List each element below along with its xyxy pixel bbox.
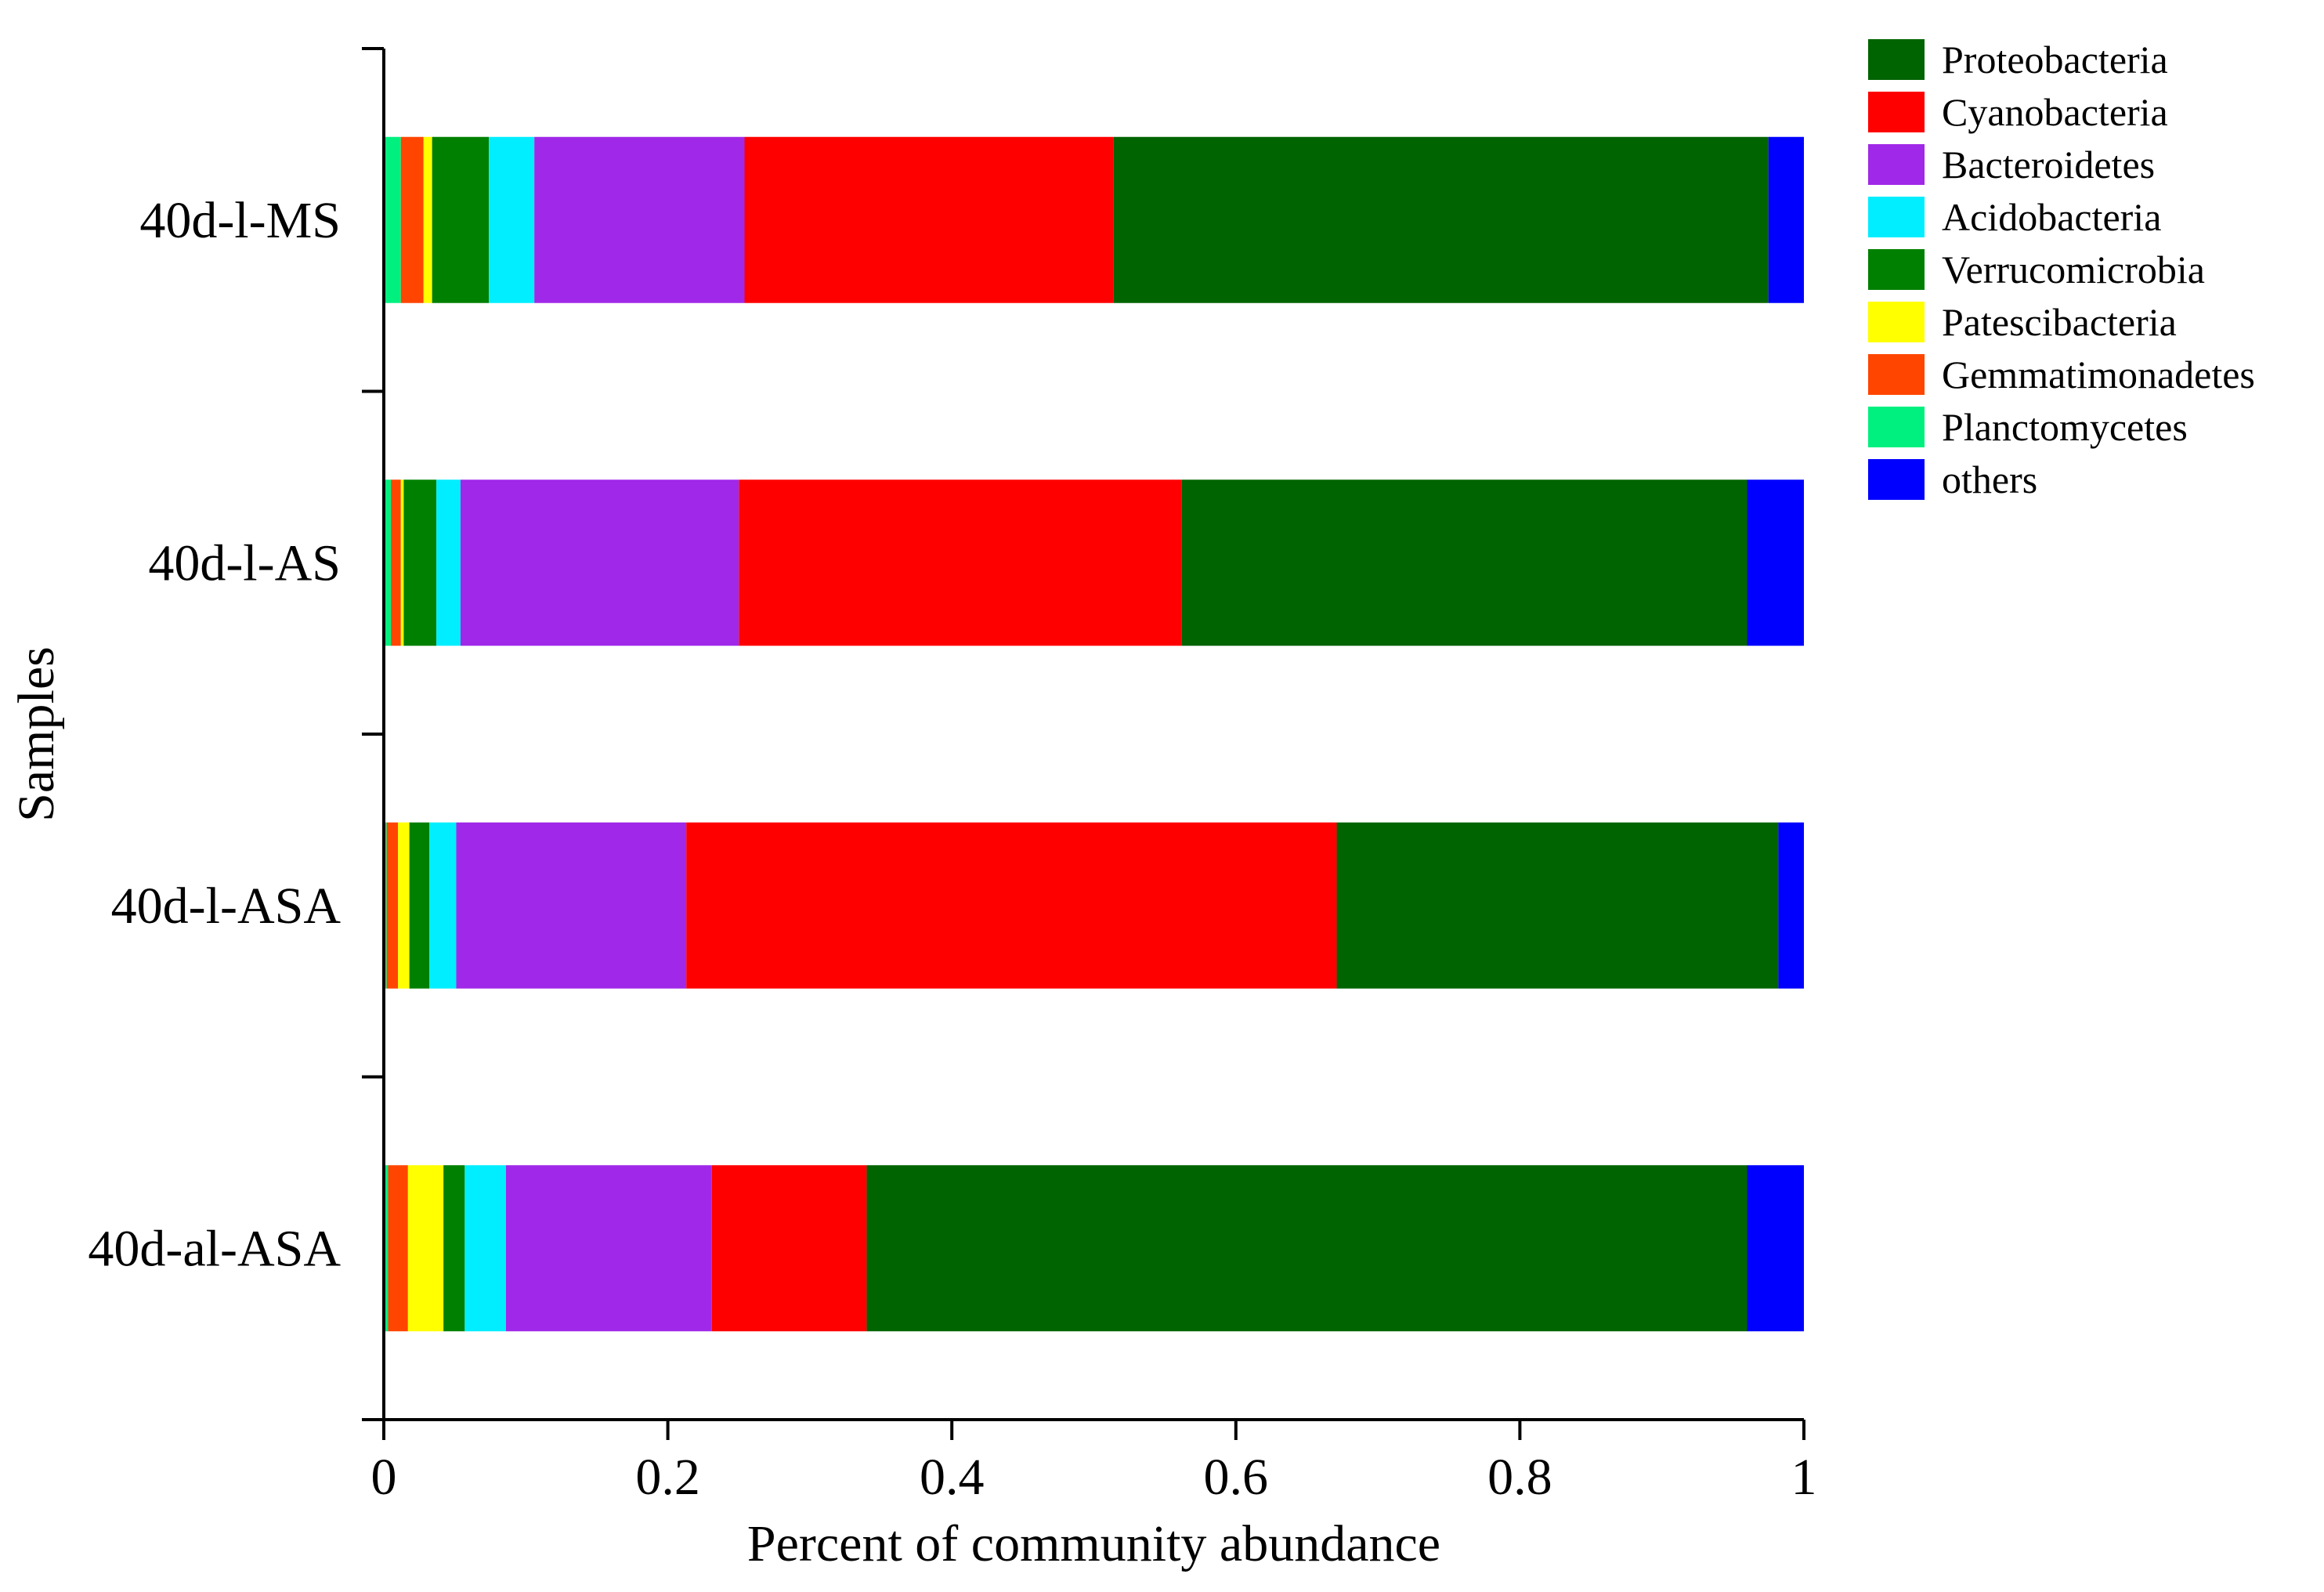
y-tick-label: 40d-al-ASA [88,1220,341,1277]
bar-segment-acidobacteria-40d-l-ms [489,136,535,303]
legend-swatch-acidobacteria [1868,197,1925,237]
bar-segment-bacteroidetes-40d-l-asa [456,822,687,989]
legend-label-others: others [1942,458,2037,501]
x-tick-label: 1 [1791,1449,1817,1506]
bar-segment-cyanobacteria-40d-al-asa [711,1165,867,1332]
legend-swatch-verrucomicrobia [1868,249,1925,290]
x-tick-label: 0.2 [635,1449,700,1506]
bar-segment-others-40d-l-asa [1778,822,1804,989]
x-tick-label: 0.6 [1204,1449,1269,1506]
bar-segment-cyanobacteria-40d-l-ms [744,136,1114,303]
bar-segment-proteobacteria-40d-al-asa [866,1165,1748,1332]
bar-segment-planctomycetes-40d-al-asa [384,1165,389,1332]
bar-segment-bacteroidetes-40d-l-ms [534,136,745,303]
legend-label-planctomycetes: Planctomycetes [1942,405,2188,449]
bar-segment-verrucomicrobia-40d-l-asa [409,822,430,989]
bar-segment-proteobacteria-40d-l-ms [1113,136,1769,303]
x-tick-label: 0 [371,1449,397,1506]
bar-segment-planctomycetes-40d-l-ms [384,136,401,303]
bar-segment-proteobacteria-40d-l-as [1181,479,1748,646]
y-axis-title: Samples [8,646,65,822]
bar-segment-gemmatimonadetes-40d-l-asa [386,822,399,989]
legend-swatch-patescibacteria [1868,302,1925,342]
x-tick-label: 0.8 [1487,1449,1552,1506]
bar-segment-cyanobacteria-40d-l-asa [686,822,1337,989]
x-axis-ticks: 0 0.2 0.4 0.6 0.8 1 [371,1420,1817,1506]
legend-label-cyanobacteria: Cyanobacteria [1942,90,2168,134]
bar-segment-patescibacteria-40d-al-asa [407,1165,444,1332]
bar-segment-gemmatimonadetes-40d-l-as [391,479,401,646]
legend-swatch-bacteroidetes [1868,144,1925,185]
bar-segment-verrucomicrobia-40d-al-asa [443,1165,465,1332]
bar-segment-gemmatimonadetes-40d-l-ms [400,136,424,303]
bar-segment-patescibacteria-40d-l-as [400,479,404,646]
legend-label-verrucomicrobia: Verrucomicrobia [1942,248,2205,291]
bar-segment-bacteroidetes-40d-al-asa [505,1165,712,1332]
bar-segment-patescibacteria-40d-l-asa [398,822,410,989]
bar-segment-others-40d-l-ms [1768,136,1804,303]
legend-swatch-others [1868,459,1925,500]
bar-segment-bacteroidetes-40d-l-as [460,479,739,646]
legend-label-patescibacteria: Patescibacteria [1942,300,2177,344]
bar-segment-proteobacteria-40d-l-asa [1336,822,1779,989]
bar-segment-acidobacteria-40d-l-as [436,479,461,646]
x-axis-title: Percent of community abundance [747,1515,1440,1572]
legend-swatch-planctomycetes [1868,407,1925,447]
legend-label-acidobacteria: Acidobacteria [1942,195,2161,239]
bar-segment-planctomycetes-40d-l-as [384,479,392,646]
legend-label-bacteroidetes: Bacteroidetes [1942,143,2155,186]
bar-segments [384,136,1804,1332]
bar-segment-verrucomicrobia-40d-l-as [403,479,437,646]
bar-segment-verrucomicrobia-40d-l-ms [432,136,490,303]
bar-segment-acidobacteria-40d-l-asa [429,822,457,989]
bar-segment-others-40d-l-as [1747,479,1804,646]
x-tick-label: 0.4 [920,1449,985,1506]
bar-segment-gemmatimonadetes-40d-al-asa [388,1165,408,1332]
bar-segment-patescibacteria-40d-l-ms [423,136,432,303]
y-tick-label: 40d-l-MS [139,192,341,249]
y-tick-label: 40d-l-ASA [111,877,342,935]
legend-swatch-gemmatimonadetes [1868,354,1925,395]
legend-swatch-cyanobacteria [1868,92,1925,132]
y-axis-ticks: 40d-l-MS 40d-l-AS 40d-l-ASA 40d-al-ASA [88,47,384,1421]
bar-segment-acidobacteria-40d-al-asa [464,1165,506,1332]
bar-segment-cyanobacteria-40d-l-as [739,479,1182,646]
legend-label-gemmatimonadetes: Gemmatimonadetes [1942,353,2255,396]
y-tick-label: 40d-l-AS [148,534,341,592]
legend: Proteobacteria Cyanobacteria Bacteroidetes… [1868,38,2255,501]
legend-swatch-proteobacteria [1868,39,1925,80]
bar-segment-others-40d-al-asa [1747,1165,1804,1332]
legend-label-proteobacteria: Proteobacteria [1942,38,2168,81]
